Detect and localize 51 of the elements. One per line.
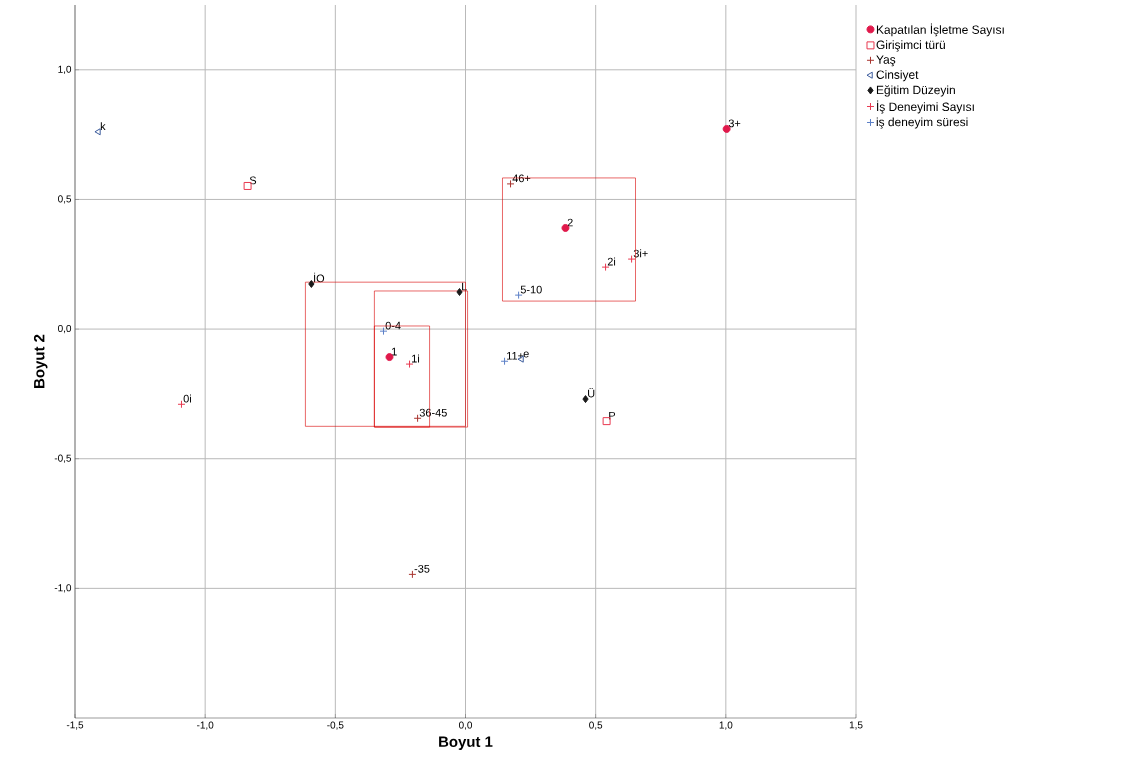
point	[456, 288, 463, 296]
annotation: L	[462, 282, 467, 291]
x-tick-label: 0,0	[458, 721, 473, 730]
annotation: 1	[392, 347, 397, 356]
annotation: 0i	[183, 394, 191, 403]
legend-label: Eğitim Düzeyin	[876, 85, 955, 97]
y-tick-label: 1,0	[58, 65, 72, 74]
x-tick-label: -0,5	[327, 721, 344, 730]
point	[722, 124, 731, 133]
legend-label: Yaş	[876, 55, 896, 67]
annotation: Ü	[588, 388, 595, 398]
point	[514, 291, 523, 300]
annotation: 46+	[512, 174, 531, 183]
annotation: S	[249, 176, 257, 185]
y-axis-title: Boyut 2	[33, 334, 48, 388]
x-tick-label: -1,0	[197, 721, 214, 730]
annotation: -35	[414, 564, 430, 573]
legend-label: Cinsiyet	[876, 70, 919, 82]
point	[602, 417, 611, 426]
x-axis-title: Boyut 1	[439, 736, 493, 750]
annotation: 2	[567, 218, 573, 227]
x-tick-label: 0,5	[589, 721, 603, 730]
annotation: 2i	[607, 257, 616, 266]
legend-label: iş deneyim süresi	[876, 117, 968, 129]
annotation: P	[609, 411, 616, 420]
point	[582, 395, 589, 404]
legend-label: Girişimci türü	[876, 40, 945, 52]
point	[385, 353, 394, 362]
x-tick-label: -1,5	[66, 721, 84, 730]
legend-label: İş Deneyimi Sayısı	[877, 100, 974, 114]
point	[243, 181, 252, 190]
annotation: e	[523, 351, 529, 358]
x-tick-label: 1,0	[719, 721, 733, 730]
y-tick-label: 0,5	[58, 195, 72, 204]
point	[94, 128, 101, 136]
point	[413, 414, 422, 423]
y-tick-label: -1,0	[54, 584, 72, 593]
annotation: İO	[314, 272, 325, 283]
annotation: 1i	[412, 354, 420, 363]
y-tick-label: 0,0	[58, 324, 72, 334]
x-tick-label: 1,5	[849, 721, 863, 730]
annotation: 3+	[728, 119, 741, 128]
annotation: 11+	[507, 352, 524, 360]
annotation: 36-45	[419, 408, 447, 417]
annotation: 5-10	[520, 285, 542, 294]
annotation: 0-4	[385, 321, 401, 330]
y-tick-label: -0,5	[54, 454, 72, 463]
point	[500, 357, 509, 366]
annotation: k	[100, 122, 106, 131]
legend-label: Kapatılan İşletme Sayısı	[876, 23, 1004, 37]
point	[308, 279, 315, 288]
